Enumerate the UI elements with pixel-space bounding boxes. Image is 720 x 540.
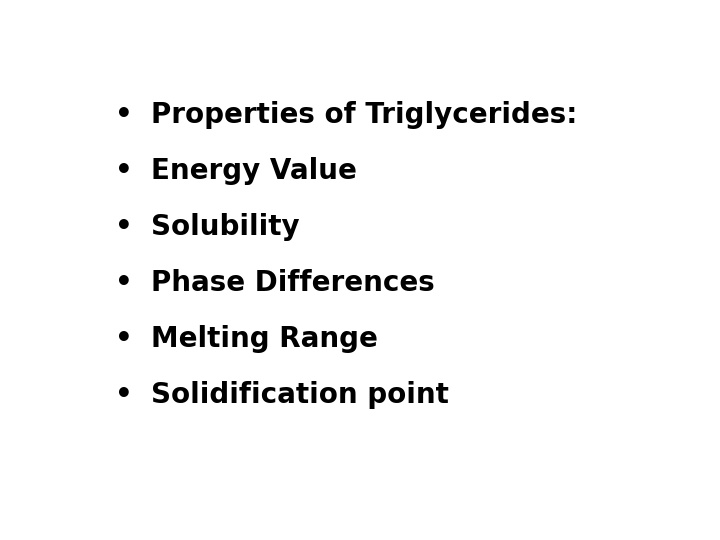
Text: Properties of Triglycerides:: Properties of Triglycerides: — [151, 100, 577, 129]
Text: Melting Range: Melting Range — [151, 325, 378, 353]
Text: Energy Value: Energy Value — [151, 157, 357, 185]
Text: Solidification point: Solidification point — [151, 381, 449, 409]
Text: •: • — [114, 381, 132, 409]
Text: •: • — [114, 213, 132, 241]
Text: •: • — [114, 325, 132, 353]
Text: •: • — [114, 269, 132, 297]
Text: Phase Differences: Phase Differences — [151, 269, 435, 297]
Text: •: • — [114, 100, 132, 129]
Text: •: • — [114, 157, 132, 185]
Text: Solubility: Solubility — [151, 213, 300, 241]
